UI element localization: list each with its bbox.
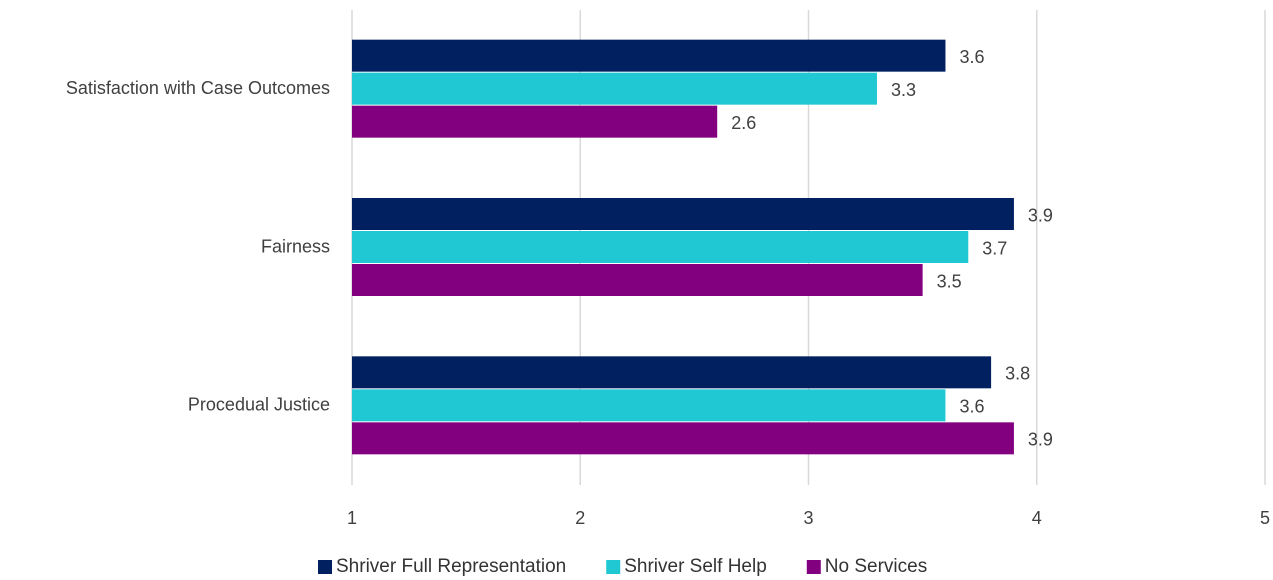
data-label: 3.9 [1028, 205, 1053, 225]
data-label: 3.6 [959, 397, 984, 417]
bar [352, 356, 992, 389]
legend: Shriver Full Representation Shriver Self … [318, 556, 927, 577]
data-label: 3.5 [937, 271, 962, 291]
bar [352, 264, 923, 296]
legend-swatch [318, 560, 332, 574]
x-tick-label: 5 [1260, 508, 1270, 528]
y-tick-label: Satisfaction with Case Outcomes [66, 78, 330, 98]
x-tick-label: 3 [803, 508, 813, 528]
x-tick-label: 4 [1032, 508, 1042, 528]
x-tick-label: 1 [347, 508, 357, 528]
data-label: 2.6 [731, 113, 756, 133]
data-label: 3.7 [982, 238, 1007, 258]
y-tick-label: Procedual Justice [188, 395, 330, 415]
bar [352, 231, 969, 263]
x-tick-label: 2 [575, 508, 585, 528]
y-tick-label: Fairness [261, 236, 330, 256]
legend-swatch [606, 560, 621, 574]
bar [352, 198, 1014, 230]
data-label: 3.6 [959, 47, 984, 67]
bar [352, 389, 946, 422]
bar [352, 72, 877, 105]
data-label: 3.9 [1028, 430, 1053, 450]
data-label: 3.3 [891, 80, 916, 100]
data-label: 3.8 [1005, 364, 1030, 384]
legend-label: No Services [825, 556, 927, 577]
legend-label: Shriver Full Representation [336, 556, 566, 577]
bar [352, 422, 1014, 455]
legend-swatch [806, 560, 821, 574]
legend-label: Shriver Self Help [624, 556, 767, 577]
bar [352, 39, 946, 72]
bar [352, 105, 718, 138]
